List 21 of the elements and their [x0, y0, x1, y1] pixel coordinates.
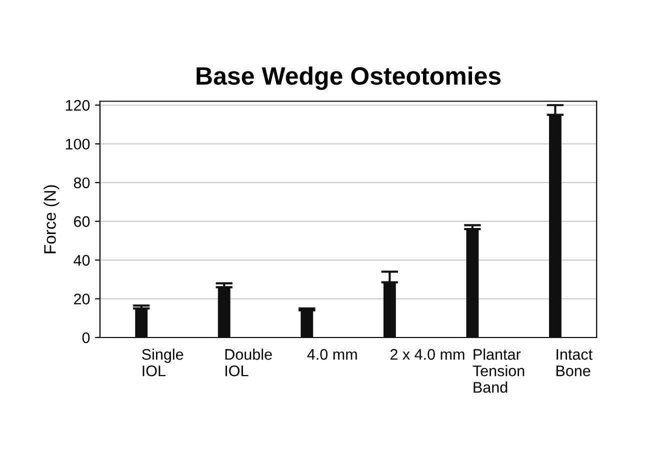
bar [300, 310, 314, 338]
x-tick-label: Plantar Tension Band [472, 348, 524, 393]
x-tick-label: Single IOL [142, 348, 184, 376]
x-tick-label: 2 x 4.0 mm [390, 349, 464, 360]
x-tick-label: Intact Bone [556, 349, 592, 376]
y-tick-label: 120 [66, 100, 90, 111]
bar [466, 229, 479, 338]
bar [218, 287, 230, 338]
y-tick-label: 0 [82, 332, 90, 344]
chart-title: Base Wedge Osteotomies [196, 66, 501, 90]
y-axis-title: Force (N) [44, 185, 60, 254]
x-tick-label: Double IOL [225, 348, 272, 376]
y-tick-label: 40 [74, 254, 90, 266]
y-tick-label: 20 [74, 294, 90, 304]
y-tick-label: 100 [66, 138, 90, 150]
bar [135, 308, 148, 338]
x-tick-label: 4.0 mm [307, 349, 357, 360]
y-tick-label: 60 [74, 216, 90, 227]
bar [383, 282, 396, 338]
y-tick-label: 80 [74, 177, 90, 188]
bar [549, 114, 562, 338]
